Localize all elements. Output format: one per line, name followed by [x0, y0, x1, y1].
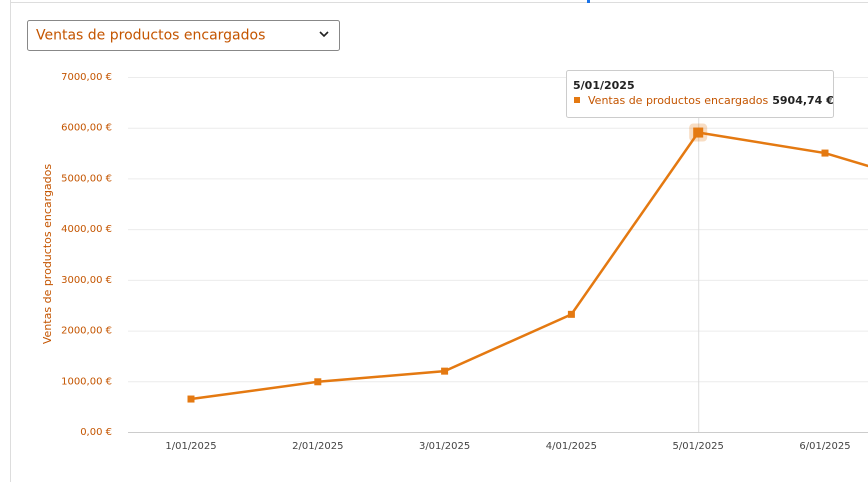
x-tick-label: 5/01/2025: [673, 441, 724, 452]
tooltip-box: [566, 70, 834, 118]
y-tick-label: 7000,00 €: [61, 72, 112, 83]
tooltip-swatch: [574, 97, 580, 103]
point-marker: [567, 310, 575, 318]
x-tick-label: 3/01/2025: [419, 441, 470, 452]
tooltip-value: 5904,74 €: [772, 94, 834, 107]
dropdown-chevron: [319, 31, 329, 38]
dropdown-label[interactable]: Ventas de productos encargados: [36, 28, 265, 44]
dropdown[interactable]: Ventas de productos encargados: [27, 20, 340, 51]
series-line: [190, 131, 868, 401]
point-marker: [693, 127, 704, 138]
y-tick-label: 2000,00 €: [61, 326, 112, 337]
y-tick-label: 6000,00 €: [61, 123, 112, 134]
point-marker: [314, 378, 322, 386]
tab-indicator: [587, 0, 590, 3]
tooltip-title: 5/01/2025: [573, 79, 635, 92]
y-tick-label: 4000,00 €: [61, 224, 112, 235]
x-tick-label: 1/01/2025: [165, 441, 216, 452]
y-tick-label: 5000,00 €: [61, 173, 112, 184]
tooltip-series: Ventas de productos encargados: [588, 94, 768, 107]
point-marker: [441, 367, 449, 375]
y-axis-title: Ventas de productos encargados: [41, 164, 54, 344]
dropdown-box[interactable]: [27, 20, 340, 51]
y-tick-label: 1000,00 €: [61, 376, 112, 387]
x-tick-label: 2/01/2025: [292, 441, 343, 452]
tooltip: 5/01/2025 Ventas de productos encargados 5…: [566, 70, 834, 118]
point-marker: [821, 149, 829, 157]
y-tick-label: 0,00 €: [80, 427, 112, 438]
x-tick-label: 4/01/2025: [546, 441, 597, 452]
point-marker: [187, 395, 195, 403]
y-tick-label: 3000,00 €: [61, 275, 112, 286]
x-tick-label: 6/01/2025: [799, 441, 850, 452]
